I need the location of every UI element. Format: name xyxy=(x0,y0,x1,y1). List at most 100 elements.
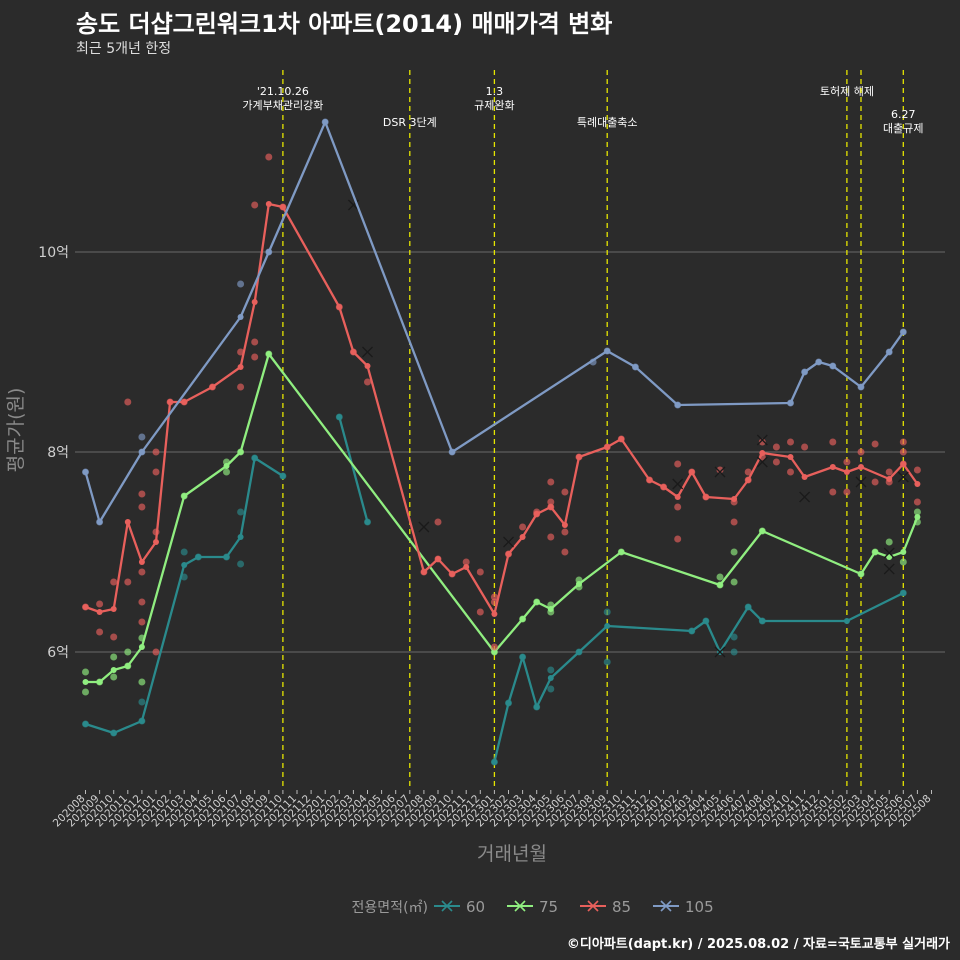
x-axis-ticks: 2020082020092020102020112020122021012021… xyxy=(51,790,934,829)
event-annotation-line: 규제완화 xyxy=(474,99,514,112)
data-point xyxy=(138,433,146,441)
data-point xyxy=(138,598,146,606)
data-point xyxy=(829,488,837,496)
data-point xyxy=(476,608,484,616)
data-point xyxy=(899,448,907,456)
data-point xyxy=(110,673,118,681)
line-point xyxy=(251,299,258,305)
line-point xyxy=(82,721,89,727)
line-point xyxy=(618,549,625,555)
line-point xyxy=(801,369,808,375)
line-point xyxy=(576,454,582,460)
line-point xyxy=(858,571,864,577)
line-point xyxy=(900,549,907,555)
cross-marker xyxy=(799,491,811,503)
event-annotation-line: 1.3 xyxy=(486,85,504,98)
legend-label: 85 xyxy=(612,898,631,916)
legend-swatch-cross xyxy=(587,900,599,912)
line-point xyxy=(702,618,709,624)
line-point xyxy=(96,519,103,525)
data-point xyxy=(138,678,146,686)
event-annotation-line: '21.10.26 xyxy=(257,85,309,98)
data-point xyxy=(519,523,527,531)
event-annotation: 토허제 해제 xyxy=(820,84,874,98)
y-axis-ticks: 6억 8억 10억 xyxy=(38,245,69,661)
legend-item-60: 60 xyxy=(434,898,485,916)
line-point xyxy=(167,399,174,405)
line-point xyxy=(815,359,822,365)
line-point xyxy=(731,496,738,502)
line-point xyxy=(914,481,921,487)
event-annotation: 특례대출축소 xyxy=(577,116,638,129)
line-point xyxy=(237,364,244,370)
line-point xyxy=(181,493,188,499)
line-point xyxy=(533,704,540,710)
data-point xyxy=(251,338,259,346)
cross-marker xyxy=(883,547,895,559)
data-point xyxy=(561,548,569,556)
data-point xyxy=(603,608,611,616)
data-point xyxy=(674,503,682,511)
data-point xyxy=(152,468,160,476)
line-point xyxy=(237,314,244,320)
chart-title: 송도 더샵그린워크1차 아파트(2014) 매매가격 변화 xyxy=(76,10,613,38)
event-annotation-line: 6.27 xyxy=(891,108,916,121)
data-point xyxy=(547,685,555,693)
data-point xyxy=(913,466,921,474)
data-point xyxy=(885,468,893,476)
data-point xyxy=(603,658,611,666)
plot-background xyxy=(75,70,945,790)
line-point xyxy=(279,473,286,479)
line-point xyxy=(843,469,850,475)
line-point xyxy=(702,494,709,500)
event-annotation: '21.10.26 가계부채관리강화 xyxy=(242,85,323,112)
line-point xyxy=(463,564,470,570)
cross-marker xyxy=(714,466,726,478)
line-point xyxy=(843,618,850,624)
line-point xyxy=(745,604,752,610)
data-point xyxy=(364,378,371,386)
line-point xyxy=(138,644,145,650)
data-point xyxy=(138,490,146,498)
line-point xyxy=(519,654,526,660)
event-annotation: 6.27 대출규제 xyxy=(883,108,923,135)
line-point xyxy=(604,623,611,629)
line-point xyxy=(364,519,371,525)
data-point xyxy=(138,698,146,706)
y-tick-label: 8억 xyxy=(47,445,69,461)
data-point xyxy=(716,466,724,474)
data-point xyxy=(124,578,132,586)
legend-item-105: 105 xyxy=(653,898,714,916)
footer-credit: ©디아파트(dapt.kr) / 2025.08.02 / 자료=국토교통부 실… xyxy=(566,937,950,952)
data-point xyxy=(871,478,879,486)
line-point xyxy=(688,469,695,475)
line-point xyxy=(505,700,512,706)
line-point xyxy=(519,616,526,622)
series-line xyxy=(338,416,369,523)
data-point xyxy=(913,498,921,506)
line-point xyxy=(533,511,540,517)
data-point xyxy=(899,438,907,446)
data-point xyxy=(913,508,921,516)
line-point xyxy=(82,469,89,475)
grid-lines xyxy=(75,251,945,653)
line-point xyxy=(420,569,427,575)
cross-marker xyxy=(714,646,726,658)
line-point xyxy=(886,554,893,560)
data-point xyxy=(730,648,738,656)
data-point xyxy=(490,643,498,651)
line-point xyxy=(138,718,145,724)
data-point xyxy=(124,398,132,406)
cross-marker xyxy=(756,434,768,446)
cross-marker xyxy=(672,478,684,490)
event-annotation: 1.3 규제완화 xyxy=(474,85,514,112)
data-point xyxy=(237,383,245,391)
data-point xyxy=(758,438,766,446)
data-point xyxy=(96,628,104,636)
line-point xyxy=(759,450,766,456)
series-line xyxy=(493,591,904,763)
line-point xyxy=(900,461,907,467)
line-point xyxy=(237,534,244,540)
line-point xyxy=(350,349,357,355)
data-point xyxy=(843,458,851,466)
